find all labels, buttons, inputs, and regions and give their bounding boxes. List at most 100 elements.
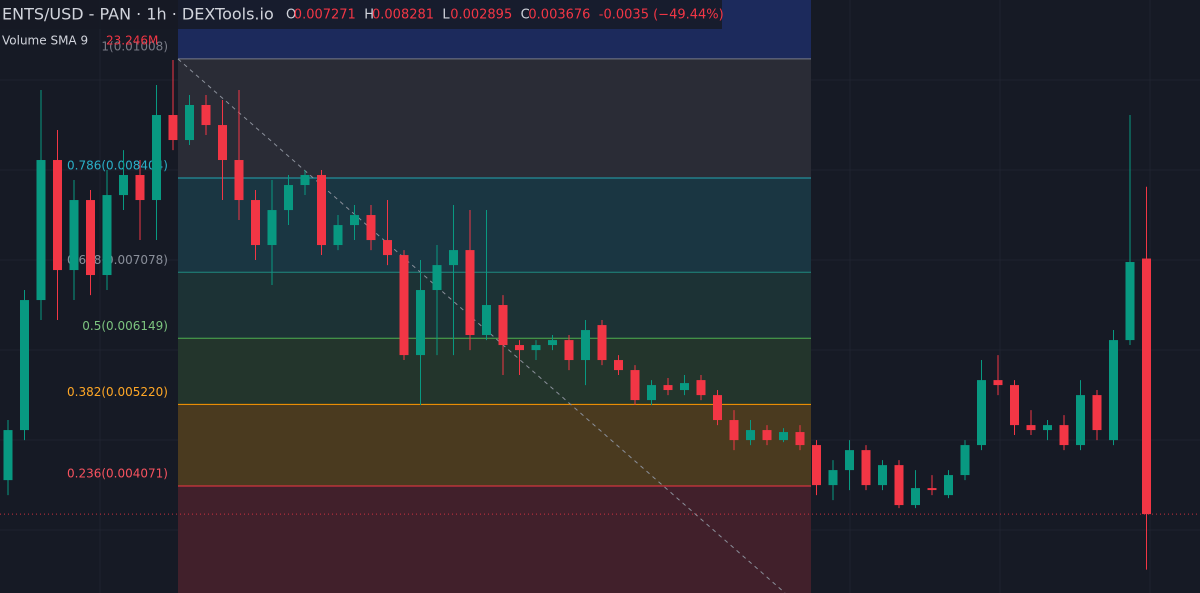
candle-body: [911, 488, 920, 506]
candle-body: [1109, 340, 1118, 441]
candle-body: [416, 290, 425, 356]
candle-body: [185, 104, 194, 141]
candle-body: [746, 430, 755, 441]
candle-body: [86, 200, 95, 276]
ohlc-legend: O0.007271 H0.008281 L 0.002895 C0.003676 -0.0…: [286, 8, 724, 23]
candle-body: [465, 250, 475, 336]
ohlc-key: C: [521, 8, 530, 23]
candle-body: [647, 385, 656, 401]
candle-body: [729, 420, 739, 441]
candle-body: [317, 175, 326, 246]
candle-body: [861, 450, 871, 486]
candle-body: [201, 104, 211, 126]
candle-body: [581, 330, 590, 361]
candle-body: [1092, 395, 1102, 431]
candles: [3, 59, 1151, 570]
candle-body: [1043, 425, 1052, 431]
candle-body: [696, 380, 706, 396]
candle-body: [251, 200, 260, 246]
candle-body: [1125, 262, 1135, 341]
ohlc-key: H: [364, 8, 374, 23]
candle-body: [383, 240, 392, 256]
candle-body: [680, 383, 689, 391]
candle-body: [663, 385, 673, 391]
candle-body: [449, 250, 458, 266]
candle-body: [1010, 385, 1019, 426]
candle-body: [69, 200, 79, 271]
candle-body: [399, 255, 409, 356]
candle-body: [927, 488, 937, 491]
fib-level-label: 0.5(0.006149): [82, 319, 168, 333]
candle-body: [350, 215, 359, 226]
volume-value: 23.246M: [106, 34, 158, 48]
candle-body: [1059, 425, 1069, 446]
ohlc-key: L: [442, 8, 450, 23]
candle-body: [482, 305, 491, 336]
fib-level-label: 0.786(0.008404): [67, 158, 168, 172]
candle-body: [168, 115, 178, 141]
candle-body: [366, 215, 376, 241]
ohlc-value: 0.007271: [294, 8, 356, 23]
candle-body: [795, 432, 805, 446]
candle-body: [300, 175, 310, 186]
volume-label: Volume SMA 9: [2, 34, 88, 48]
candle-body: [597, 325, 607, 361]
candle-body: [812, 445, 821, 486]
candle-body: [152, 115, 161, 201]
candle-body: [234, 160, 244, 201]
candle-body: [267, 210, 277, 246]
candle-body: [333, 225, 343, 246]
candle-body: [713, 395, 722, 421]
candle-body: [515, 345, 524, 351]
candle-body: [894, 465, 904, 506]
candle-body: [218, 125, 227, 161]
candle-body: [845, 450, 854, 471]
candle-body: [944, 475, 953, 496]
fib-band: [178, 338, 811, 405]
candle-body: [102, 195, 112, 276]
candle-body: [119, 175, 128, 196]
candle-body: [614, 360, 623, 371]
candle-body: [531, 345, 541, 351]
fib-band: [178, 272, 811, 339]
fib-band: [178, 58, 811, 178]
candle-body: [20, 300, 29, 431]
candle-body: [960, 445, 970, 476]
fib-level-label: 0.236(0.004071): [67, 467, 168, 481]
fib-level-label: 0.618(0.007078): [67, 253, 168, 267]
candle-body: [762, 430, 772, 441]
candle-body: [779, 432, 788, 441]
candle-body: [284, 185, 293, 211]
candle-body: [1076, 395, 1085, 446]
candle-body: [1026, 425, 1036, 431]
candle-body: [498, 305, 508, 346]
header-bg: [0, 0, 722, 29]
candle-body: [977, 380, 986, 446]
fib-band: [178, 177, 811, 273]
fib-retracement: 1(0.01008) 0.786(0.008404) 0.618(0.007078)…: [67, 0, 811, 593]
candle-body: [564, 340, 574, 361]
candle-body: [3, 430, 13, 481]
candle-body: [548, 340, 557, 346]
trend-line: [177, 58, 786, 593]
ohlc-value: 0.003676: [528, 8, 590, 23]
ohlc-value: 0.008281: [372, 8, 434, 23]
symbol-title: ENTS/USD - PAN · 1h · DEXTools.io: [2, 5, 274, 24]
candle-body: [828, 470, 838, 486]
candle-body: [1142, 258, 1151, 515]
ohlc-key: O: [286, 8, 296, 23]
ohlc-value: 0.002895: [450, 8, 512, 23]
candle-body: [135, 175, 145, 201]
candle-body: [993, 380, 1003, 386]
fib-level-label: 0.382(0.005220): [67, 385, 168, 399]
candle-body: [53, 160, 62, 271]
fib-band: [178, 486, 811, 593]
candle-body: [878, 465, 887, 486]
fib-level-label: 1(0.01008): [101, 39, 168, 53]
ohlc-change: -0.0035 (−49.44%): [599, 8, 724, 23]
candle-body: [432, 265, 442, 291]
candle-body: [36, 160, 46, 301]
candle-body: [630, 370, 640, 401]
